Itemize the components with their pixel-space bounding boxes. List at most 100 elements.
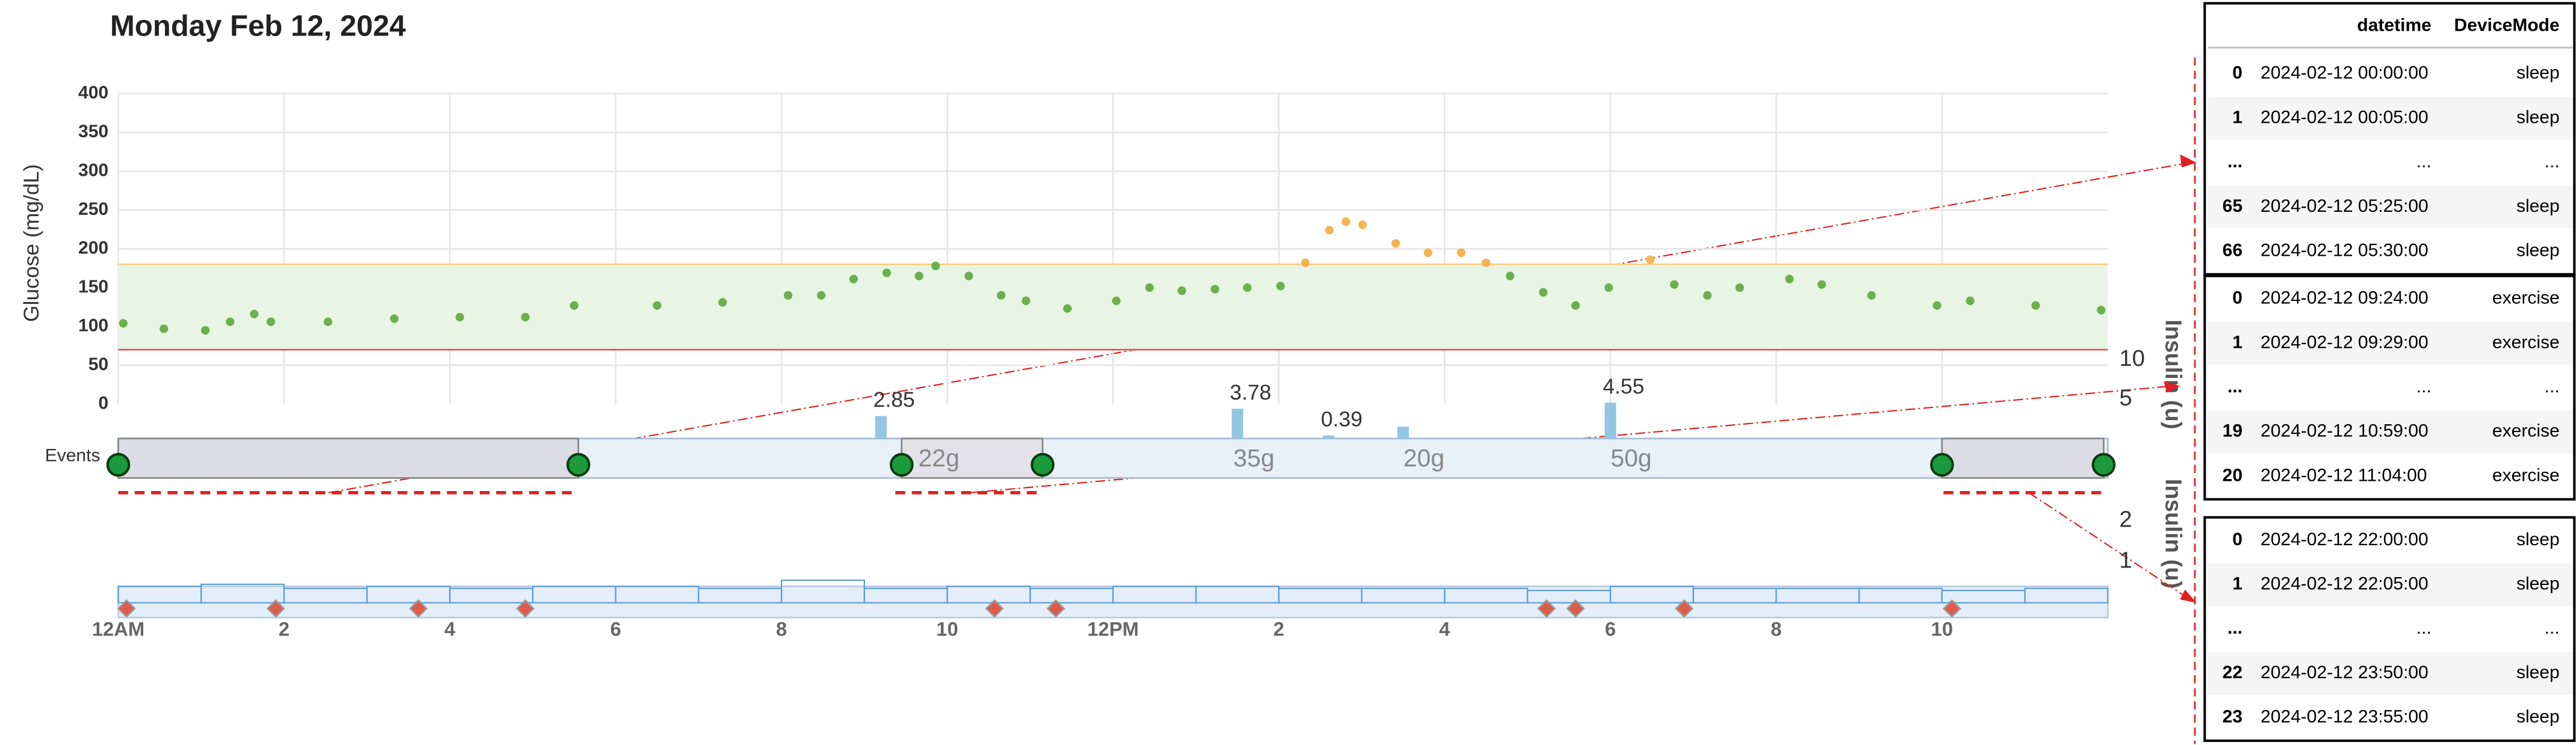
x-tick-label: 10 (936, 618, 958, 640)
row-index: 66 (2223, 241, 2242, 261)
bolus-bar (1323, 435, 1335, 439)
glucose-point (2031, 301, 2040, 310)
row-stripe (2208, 410, 2573, 454)
tables: datetime DeviceMode 0 2024-02-12 00:00:00 sl… (2203, 2, 2576, 742)
cell: sleep (2516, 574, 2560, 594)
glucose-point (1482, 258, 1491, 267)
y-tick-label: 250 (78, 199, 108, 219)
row-stripe (2208, 97, 2573, 140)
row-stripe (2208, 321, 2573, 365)
period-end (1031, 453, 1055, 477)
cell: 2024-02-12 05:25:00 (2261, 196, 2429, 216)
glucose-point (160, 324, 169, 333)
glucose-point (1112, 296, 1121, 305)
glucose-point (266, 317, 275, 326)
column-header: datetime (2357, 16, 2431, 36)
pump-marker (1942, 599, 1961, 618)
row-stripe (2208, 652, 2573, 695)
y-tick-label: 350 (78, 122, 108, 141)
pump-marker (1675, 599, 1694, 618)
y-tick-label: 150 (78, 277, 108, 297)
glucose-point (1703, 291, 1712, 300)
pump-marker (1566, 599, 1585, 618)
cell: exercise (2492, 332, 2560, 352)
y3-axis-label: Insulin (u) (2161, 479, 2186, 589)
row-stripe (2208, 563, 2573, 607)
pump-marker (1046, 599, 1066, 618)
glucose-point (1211, 285, 1220, 294)
glucose-point (250, 309, 259, 318)
carbs-label: 22g (919, 444, 960, 472)
cell: 2024-02-12 05:30:00 (2261, 241, 2429, 261)
x-tick-label: 8 (776, 618, 787, 640)
pump-marker (266, 599, 285, 618)
y3-tick-label: 2 (2119, 506, 2132, 532)
glucose-point (1063, 304, 1072, 313)
glucose-point (119, 319, 128, 328)
period-start (889, 453, 914, 477)
glucose-point (323, 317, 332, 326)
pump-marker (1537, 599, 1556, 618)
exercise-periods (901, 437, 1044, 479)
glucose-point (1243, 283, 1252, 292)
cell: sleep (2516, 663, 2560, 682)
glucose-point (718, 298, 727, 307)
cell: 2024-02-12 23:50:00 (2261, 663, 2429, 682)
cell: 2024-02-12 09:24:00 (2261, 288, 2429, 308)
x-tick-label: 2 (1273, 618, 1284, 640)
x-tick-label: 12PM (1087, 618, 1139, 640)
y2-tick-label: 5 (2119, 385, 2132, 410)
cell: ... (2545, 377, 2560, 397)
cell: sleep (2516, 530, 2560, 549)
annotations (118, 57, 2197, 744)
row-index: ... (2227, 377, 2242, 397)
glucose-point (1022, 296, 1031, 305)
glucose-point (1178, 286, 1187, 295)
glucose-point (200, 326, 210, 335)
table-frame (2203, 516, 2576, 742)
row-index: 0 (2232, 530, 2242, 549)
bolus-label: 4.55 (1603, 374, 1644, 398)
cell: 2024-02-12 00:00:00 (2261, 63, 2429, 83)
glucose-point (1539, 288, 1548, 297)
carbs-label: 50g (1610, 444, 1651, 472)
row-index: 20 (2223, 465, 2242, 485)
glucose-point (1646, 255, 1655, 264)
row-index: 19 (2223, 421, 2242, 441)
bolus-bar (1231, 409, 1243, 439)
row-index: 23 (2223, 707, 2242, 727)
row-stripe (2208, 185, 2573, 229)
x-tick-label: 10 (1931, 618, 1953, 640)
cell: exercise (2492, 465, 2560, 485)
bolus-bar (1604, 403, 1616, 439)
cell: sleep (2516, 107, 2560, 127)
glucose-point (1669, 280, 1679, 289)
glucose-point (914, 271, 923, 280)
row-index: 1 (2232, 332, 2242, 352)
glucose-point (1325, 226, 1334, 235)
glucose-point (849, 274, 858, 283)
x-tick-label: 4 (444, 618, 456, 640)
basal-step (2024, 587, 2109, 604)
y-tick-label: 0 (98, 393, 108, 413)
glucose-point (1817, 280, 1826, 289)
cell: exercise (2492, 421, 2560, 441)
period-end (2091, 453, 2116, 477)
glucose-point (817, 291, 826, 300)
cell: 2024-02-12 09:29:00 (2261, 332, 2429, 352)
cell: exercise (2492, 288, 2560, 308)
glucose-point (1391, 239, 1400, 248)
x-tick-label: 12AM (92, 618, 144, 640)
glucose-point (1571, 301, 1580, 310)
x-tick-label: 2 (279, 618, 290, 640)
carbs-label: 35g (1234, 444, 1274, 472)
cell: ... (2545, 618, 2560, 638)
glucose-point (1867, 291, 1876, 300)
y-tick-label: 50 (88, 354, 108, 374)
glucose-point (1735, 283, 1744, 292)
chart-title: Monday Feb 12, 2024 (110, 10, 406, 42)
cell: ... (2416, 377, 2432, 397)
column-header: DeviceMode (2454, 16, 2560, 36)
glucose-point (1424, 248, 1433, 258)
x-tick-label: 8 (1771, 618, 1781, 640)
